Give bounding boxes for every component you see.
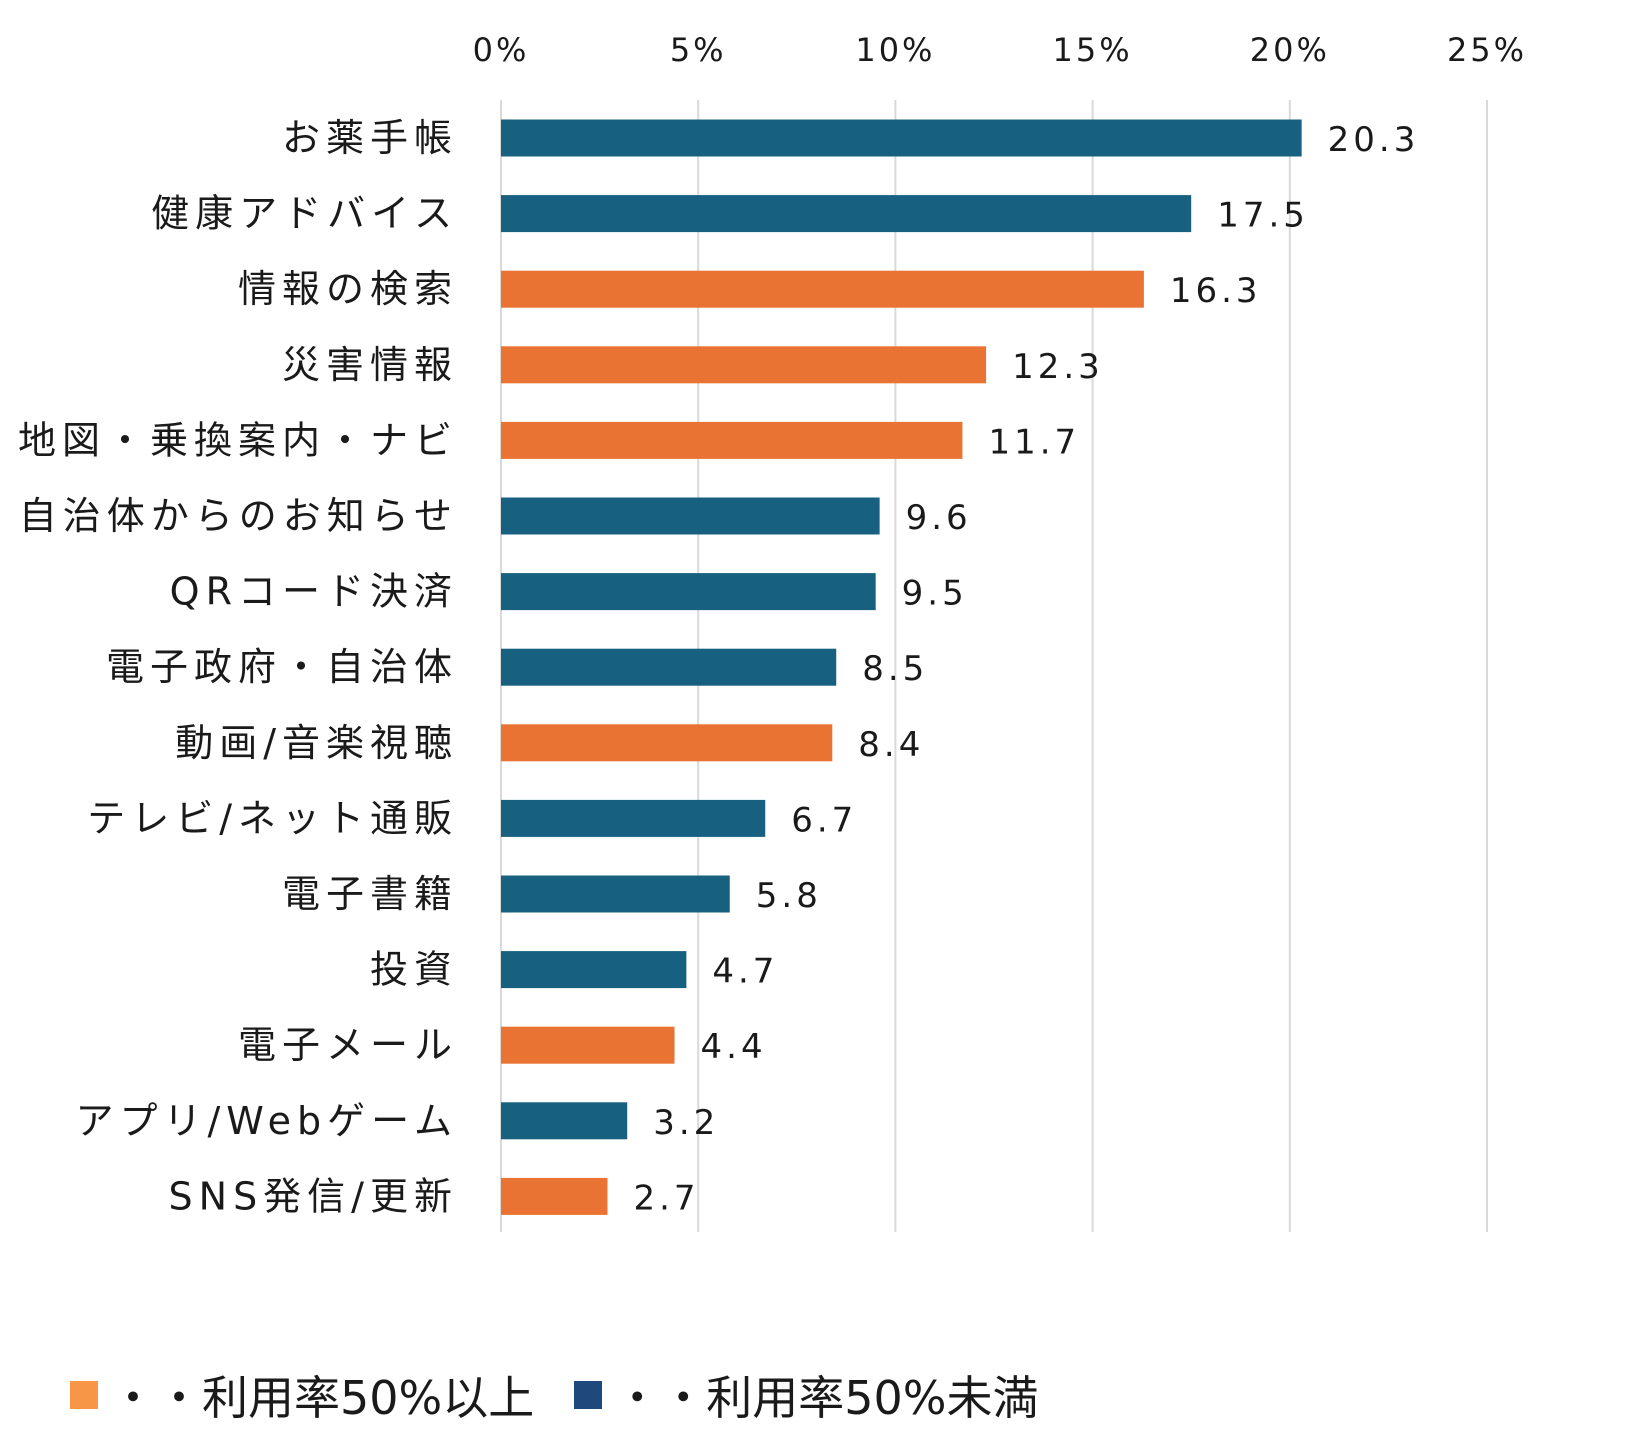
- legend-swatch-over50: [70, 1381, 98, 1409]
- bar: [501, 119, 1302, 157]
- x-tick-label: 5%: [670, 31, 727, 69]
- legend-item-over50: ・・利用率50%以上: [70, 1362, 534, 1428]
- bar: [501, 1177, 608, 1215]
- data-label: 17.5: [1217, 196, 1309, 236]
- bar: [501, 1102, 628, 1140]
- data-label: 9.5: [902, 574, 968, 614]
- data-label: 11.7: [988, 422, 1080, 462]
- category-label: テレビ/ネット通販: [87, 796, 458, 840]
- category-label: SNS発信/更新: [169, 1174, 458, 1218]
- bar-layer: [501, 119, 1302, 1215]
- bar: [501, 1026, 675, 1064]
- category-label: 電子書籍: [282, 872, 458, 916]
- x-tick-label: 20%: [1250, 31, 1330, 69]
- bar: [501, 951, 687, 989]
- data-label: 20.3: [1328, 120, 1420, 160]
- bar: [501, 875, 730, 913]
- data-label: 4.4: [701, 1027, 767, 1067]
- data-label: 16.3: [1170, 271, 1262, 311]
- category-label: 自治体からのお知らせ: [19, 494, 458, 538]
- legend-swatch-under50: [574, 1381, 603, 1409]
- x-tick-label: 25%: [1447, 31, 1527, 69]
- category-label: 電子メール: [238, 1023, 458, 1067]
- value-labels: 20.3 17.5 16.3 12.3 11.7 9.6 9.5 8.5 8.46.7 5.8 4.…: [633, 120, 1420, 1218]
- bar: [501, 573, 876, 611]
- bar: [501, 724, 833, 762]
- category-label: アプリ/Webゲーム: [75, 1099, 458, 1143]
- legend-item-under50: ・・利用率50%未満: [574, 1362, 1039, 1428]
- bar: [501, 648, 837, 686]
- category-labels: お薬手帳健康アドバイス情報の検索災害情報地図・乗換案内・ナビ自治体からのお知らせ…: [18, 116, 458, 1218]
- category-label: 電子政府・自治体: [106, 645, 458, 689]
- legend-label-over50: ・・利用率50%以上: [110, 1371, 535, 1425]
- bar: [501, 421, 963, 459]
- data-label: 12.3: [1012, 347, 1104, 387]
- category-label: 健康アドバイス: [151, 192, 458, 236]
- legend-label-under50: ・・利用率50%未満: [614, 1371, 1039, 1425]
- data-label: 6.7: [791, 800, 857, 840]
- category-label: 地図・乗換案内・ナビ: [18, 418, 458, 462]
- category-label: QRコード決済: [170, 570, 458, 614]
- data-label: 2.7: [633, 1178, 699, 1218]
- x-tick-label: 10%: [855, 31, 935, 69]
- category-label: 投資: [370, 948, 458, 992]
- data-label: 5.8: [756, 876, 822, 916]
- bar: [501, 497, 880, 535]
- data-label: 3.2: [653, 1103, 719, 1143]
- data-label: 8.4: [858, 725, 924, 765]
- category-label: 動画/音楽視聴: [175, 721, 458, 765]
- data-label: 4.7: [712, 952, 778, 992]
- bar: [501, 195, 1192, 233]
- bar: [501, 270, 1144, 308]
- bar: [501, 346, 987, 384]
- category-label: 情報の検索: [238, 267, 458, 311]
- x-tick-label: 0%: [473, 31, 530, 69]
- legend: ・・利用率50%以上 ・・利用率50%未満: [70, 1362, 1079, 1428]
- x-tick-label: 15%: [1053, 31, 1133, 69]
- data-label: 8.5: [862, 649, 928, 689]
- data-label: 9.6: [906, 498, 972, 538]
- category-label: 災害情報: [282, 343, 458, 387]
- bar: [501, 799, 766, 837]
- x-axis-ticks: 0% 5% 10% 15% 20% 25%: [473, 31, 1527, 69]
- category-label: お薬手帳: [282, 116, 458, 160]
